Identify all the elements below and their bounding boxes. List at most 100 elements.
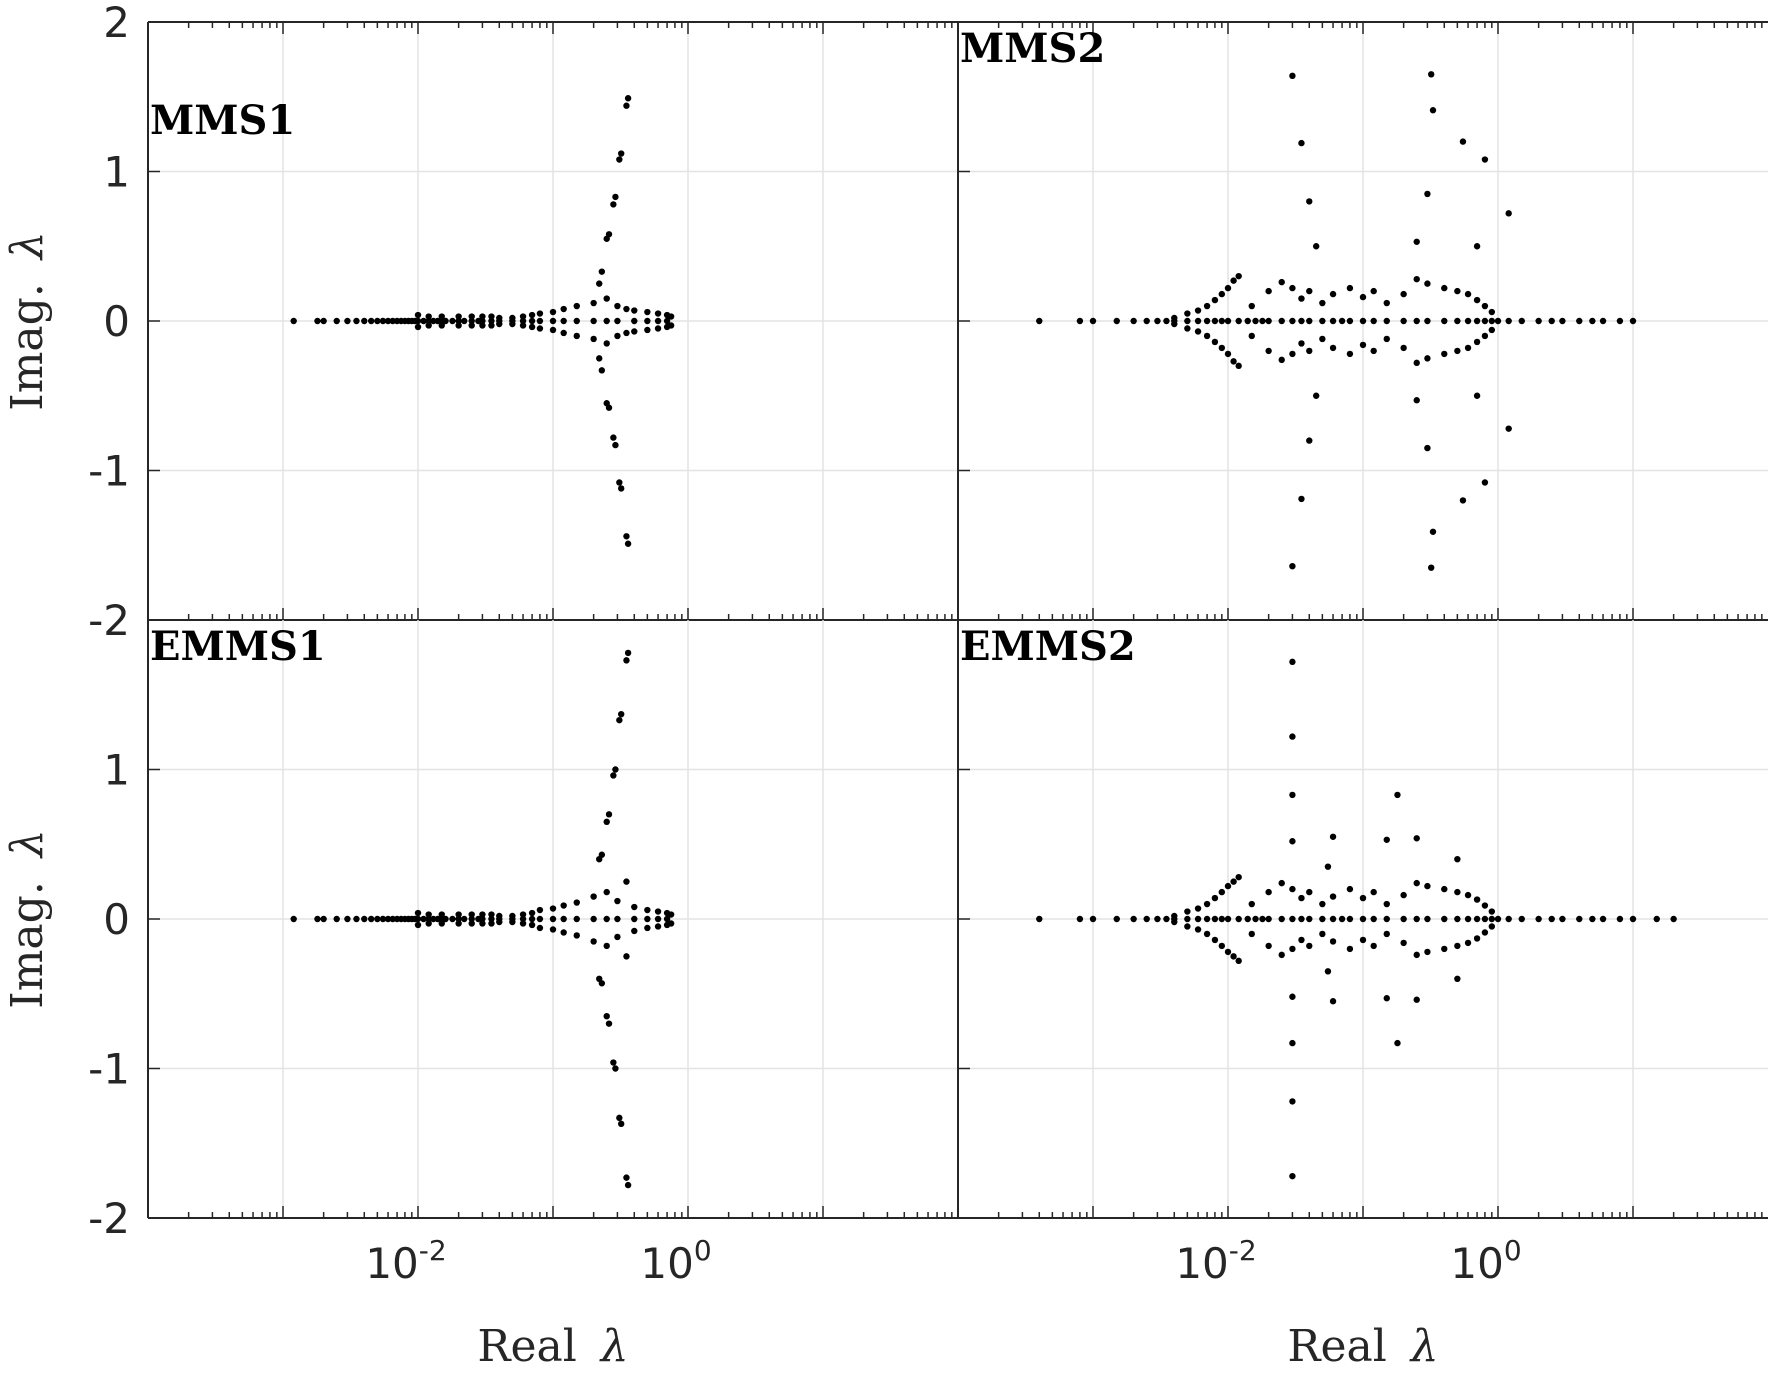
data-point [598,268,606,275]
data-point [654,908,662,915]
data-point [1424,190,1431,198]
data-point [1616,915,1624,923]
y-axis-label-symbol: λ [2,829,53,859]
data-point [1383,299,1390,307]
data-point [1163,915,1170,923]
data-point [1235,915,1242,923]
data-point [528,909,536,917]
data-point [1413,317,1420,325]
data-point [519,915,527,923]
data-point [479,322,486,329]
data-point [488,911,495,918]
data-point [1488,317,1496,325]
y-axis-label: Imag. λ [2,231,53,410]
data-point [614,302,621,310]
data-point [1548,317,1555,325]
data-point [1454,856,1461,863]
data-point [612,441,619,449]
data-point [1413,835,1420,842]
data-point [1289,915,1296,923]
data-point [1278,278,1285,286]
data-point [549,926,557,933]
x-axis-label-symbol: λ [599,1321,629,1372]
data-point [560,329,567,337]
data-point [1338,915,1346,923]
data-point [1224,915,1232,923]
data-point [1394,791,1401,799]
data-point [384,915,392,923]
data-point [496,320,503,328]
data-point [1089,317,1097,325]
data-point [1244,915,1251,923]
data-point [1413,879,1420,887]
data-point [1289,993,1296,1000]
data-point [1319,335,1326,343]
y-tick-label: -2 [88,1194,130,1243]
data-point [1194,915,1202,923]
data-point [1329,317,1337,325]
data-point [1370,287,1377,295]
data-point [438,313,445,320]
data-point [610,772,617,779]
data-point [1306,287,1313,295]
data-point [1400,939,1407,947]
data-point [1427,564,1435,571]
data-point [1306,437,1313,444]
data-point [1163,317,1170,325]
data-point [549,308,557,316]
data-point [1194,905,1202,912]
data-point [631,915,638,923]
data-point [414,915,422,923]
data-point [1329,344,1337,352]
data-point [1346,885,1354,893]
data-point [663,317,671,325]
data-point [654,317,662,325]
data-point [598,367,606,374]
y-tick-label: 2 [103,0,130,47]
data-point [573,899,580,906]
data-point [1400,915,1407,923]
data-point [438,911,445,918]
data-point [449,317,456,325]
data-point [1143,317,1150,325]
data-point [1289,885,1296,893]
data-point [623,329,630,337]
data-point [1359,936,1367,944]
data-point [1248,930,1255,938]
data-point [353,915,360,923]
data-point [1329,893,1337,900]
data-point [614,897,621,905]
data-point [1454,347,1461,355]
data-point [420,915,427,923]
data-point [1454,942,1461,950]
data-point [616,479,623,486]
data-point [479,317,486,325]
data-point [1036,317,1043,325]
data-point [1252,915,1259,923]
x-axis-label-symbol: λ [1409,1321,1439,1372]
data-point [1424,444,1431,452]
data-point [1319,299,1326,307]
data-point [1464,939,1472,947]
data-point [1494,317,1502,325]
data-point [1154,915,1161,923]
data-point [1235,957,1242,965]
data-point [644,924,651,932]
data-point [496,912,503,920]
data-point [384,317,392,325]
data-point [1576,915,1583,923]
data-point [1306,317,1313,325]
x-tick-label-exponent: 0 [1504,1234,1522,1267]
data-point [1370,888,1377,896]
data-point [509,314,516,322]
data-point [1518,317,1525,325]
data-point [536,310,544,317]
data-point [1184,923,1191,930]
data-point [1505,317,1512,325]
data-point [1370,317,1377,325]
data-point [1265,915,1272,923]
data-point [496,314,503,322]
data-point [1184,325,1191,332]
data-point [320,915,327,923]
data-point [479,313,486,320]
